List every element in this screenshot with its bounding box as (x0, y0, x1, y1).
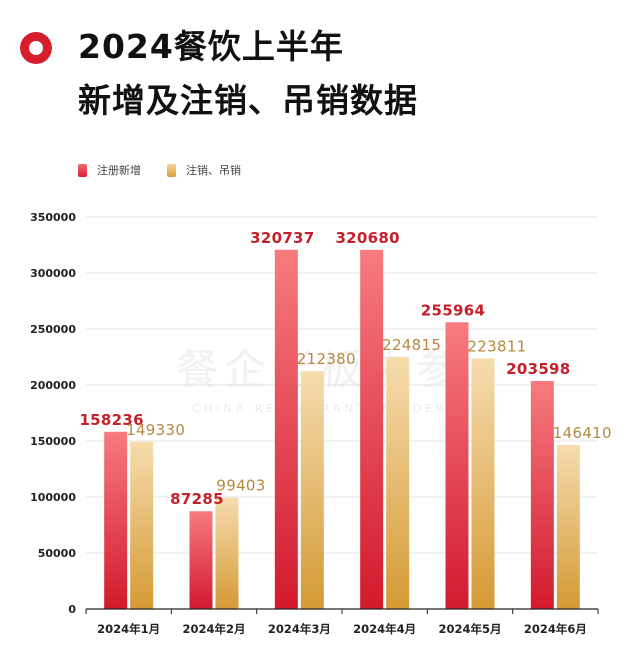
axis-layer: 0 50000 100000 150000 200000 250000 300000 3500… (30, 211, 599, 636)
bar-new-registration (530, 380, 554, 609)
header: 2024餐饮上半年 新增及注销、吊销数据 (0, 0, 641, 140)
data-label: 223811 (467, 337, 526, 355)
x-tick-label: 2024年2月 (182, 622, 245, 636)
bar-new-registration (189, 511, 213, 609)
bar-cancellation (300, 371, 324, 609)
bar-new-registration (360, 249, 384, 610)
bar-cancellation (556, 445, 580, 609)
y-tick-label: 350000 (30, 211, 76, 224)
legend-label-series2: 注销、吊销 (186, 164, 241, 177)
legend-item-series1: 注册新增 (78, 162, 141, 178)
bar-cancellation (130, 441, 154, 609)
data-label: 146410 (553, 424, 612, 442)
x-tick-label: 2024年1月 (97, 622, 160, 636)
y-tick-label: 0 (68, 603, 76, 616)
y-tick-label: 100000 (30, 491, 76, 504)
data-label: 87285 (170, 490, 224, 508)
y-tick-label: 300000 (30, 267, 76, 280)
grid-layer (86, 216, 598, 554)
legend-label-series1: 注册新增 (97, 164, 141, 177)
data-label: 99403 (216, 477, 265, 495)
x-tick-label: 2024年6月 (524, 622, 587, 636)
circle-mark-icon (20, 32, 52, 64)
y-tick-label: 250000 (30, 323, 76, 336)
bar-new-registration (445, 322, 469, 609)
data-label: 149330 (126, 421, 185, 439)
x-tick-label: 2024年4月 (353, 622, 416, 636)
y-tick-label: 50000 (38, 547, 77, 560)
legend-swatch-series2 (167, 163, 176, 177)
y-tick-label: 150000 (30, 435, 76, 448)
page-title-line2: 新增及注销、吊销数据 (78, 81, 418, 120)
data-label: 212380 (297, 350, 356, 368)
data-label: 255964 (421, 301, 485, 319)
data-label: 320680 (335, 229, 399, 247)
y-tick-label: 200000 (30, 379, 76, 392)
bar-cancellation (386, 357, 410, 609)
legend-swatch-series1 (78, 163, 87, 177)
bar-new-registration (274, 249, 298, 609)
bar-cancellation (215, 497, 239, 609)
x-tick-label: 2024年3月 (268, 622, 331, 636)
data-label: 203598 (506, 360, 570, 378)
bars-layer (104, 249, 580, 610)
legend-item-series2: 注销、吊销 (167, 162, 241, 178)
chart-legend: 注册新增 注销、吊销 (78, 160, 267, 180)
bar-new-registration (104, 431, 128, 609)
page-title-line1: 2024餐饮上半年 (78, 27, 344, 66)
data-label: 320737 (250, 229, 314, 247)
x-tick-label: 2024年5月 (438, 622, 501, 636)
data-label: 224815 (382, 336, 441, 354)
bar-cancellation (471, 358, 495, 609)
data-label: 158236 (79, 411, 143, 429)
